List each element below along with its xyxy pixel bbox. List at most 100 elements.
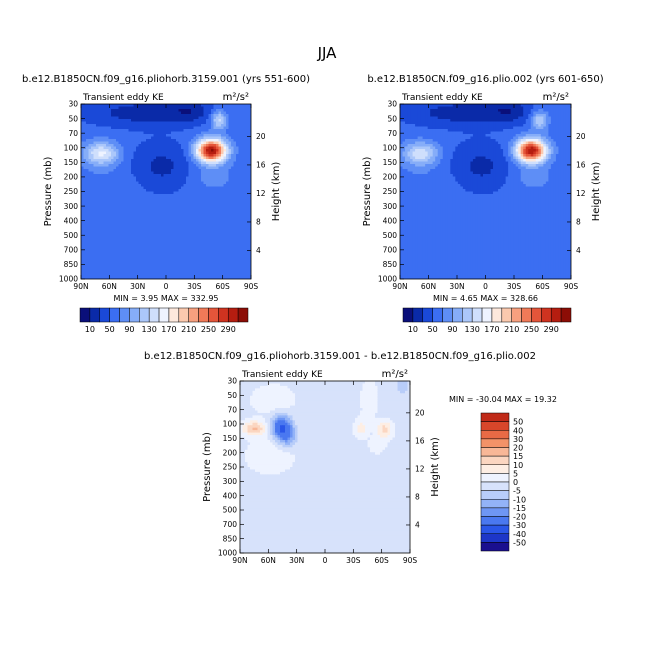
field-cell: [133, 176, 137, 180]
field-cell: [141, 196, 145, 200]
field-cell: [241, 121, 245, 125]
field-cell: [402, 109, 406, 113]
field-cell: [128, 131, 132, 135]
field-cell: [198, 206, 202, 210]
field-cell: [221, 256, 225, 260]
field-cell: [121, 256, 125, 260]
field-cell: [206, 256, 210, 260]
field-cell: [201, 249, 205, 253]
field-cell: [233, 276, 237, 279]
field-cell: [196, 239, 200, 243]
field-cell: [156, 249, 160, 253]
field-cell: [248, 201, 251, 205]
field-cell: [171, 194, 175, 198]
field-cell: [118, 259, 122, 263]
field-cell: [148, 184, 152, 188]
field-cell: [236, 104, 240, 108]
field-cell: [118, 131, 122, 135]
field-cell: [101, 221, 105, 225]
field-cell: [178, 209, 182, 213]
field-cell: [168, 266, 172, 270]
field-cell: [83, 261, 87, 265]
field-cell: [178, 276, 182, 279]
field-cell: [91, 111, 95, 115]
field-cell: [188, 271, 192, 275]
field-cell: [163, 221, 167, 225]
field-cell: [108, 156, 112, 160]
field-cell: [126, 226, 130, 230]
field-cell: [178, 109, 182, 113]
field-cell: [236, 214, 240, 218]
field-cell: [218, 119, 222, 123]
field-cell: [233, 116, 237, 120]
field-cell: [206, 184, 210, 188]
field-cell: [101, 214, 105, 218]
field-cell: [118, 269, 122, 273]
field-cell: [138, 234, 142, 238]
field-cell: [116, 186, 120, 190]
field-cell: [128, 184, 132, 188]
field-cell: [166, 231, 170, 235]
field-cell: [168, 151, 172, 155]
field-cell: [101, 186, 105, 190]
field-cell: [231, 236, 235, 240]
field-cell: [226, 259, 230, 263]
field-cell: [186, 149, 190, 153]
field-cell: [173, 141, 177, 145]
field-cell: [218, 194, 222, 198]
field-cell: [158, 151, 162, 155]
field-cell: [228, 106, 232, 110]
field-cell: [103, 179, 107, 183]
field-cell: [176, 256, 180, 260]
field-cell: [136, 246, 140, 250]
field-cell: [156, 269, 160, 273]
field-cell: [83, 221, 87, 225]
field-cell: [128, 224, 132, 228]
field-cell: [101, 166, 105, 170]
field-cell: [88, 181, 92, 185]
field-cell: [153, 189, 157, 193]
field-cell: [178, 156, 182, 160]
field-cell: [213, 256, 217, 260]
field-cell: [223, 239, 227, 243]
field-cell: [121, 241, 125, 245]
field-cell: [93, 129, 97, 133]
field-cell: [161, 226, 165, 230]
field-cell: [218, 196, 222, 200]
field-cell: [168, 184, 172, 188]
field-cell: [138, 246, 142, 250]
x-tick-label: 30S: [187, 282, 202, 291]
field-cell: [166, 186, 170, 190]
field-cell: [163, 189, 167, 193]
field-cell: [508, 104, 512, 108]
field-cell: [213, 139, 217, 143]
field-cell: [181, 234, 185, 238]
field-cell: [121, 249, 125, 253]
field-cell: [121, 271, 125, 275]
field-cell: [163, 199, 167, 203]
field-cell: [206, 259, 210, 263]
field-cell: [161, 174, 165, 178]
field-cell: [138, 149, 142, 153]
field-cell: [226, 276, 230, 279]
field-cell: [108, 231, 112, 235]
field-cell: [108, 154, 112, 158]
field-cell: [81, 241, 85, 245]
field-cell: [96, 154, 100, 158]
field-cell: [133, 169, 137, 173]
field-cell: [91, 124, 95, 128]
field-cell: [128, 189, 132, 193]
field-cell: [138, 121, 142, 125]
field-cell: [111, 264, 115, 268]
field-cell: [93, 154, 97, 158]
field-cell: [126, 174, 130, 178]
field-cell: [93, 109, 97, 113]
field-cell: [231, 186, 235, 190]
field-cell: [88, 154, 92, 158]
field-cell: [226, 149, 230, 153]
field-cell: [126, 124, 130, 128]
field-cell: [233, 266, 237, 270]
field-cell: [236, 201, 240, 205]
field-cell: [116, 214, 120, 218]
field-cell: [203, 261, 207, 265]
